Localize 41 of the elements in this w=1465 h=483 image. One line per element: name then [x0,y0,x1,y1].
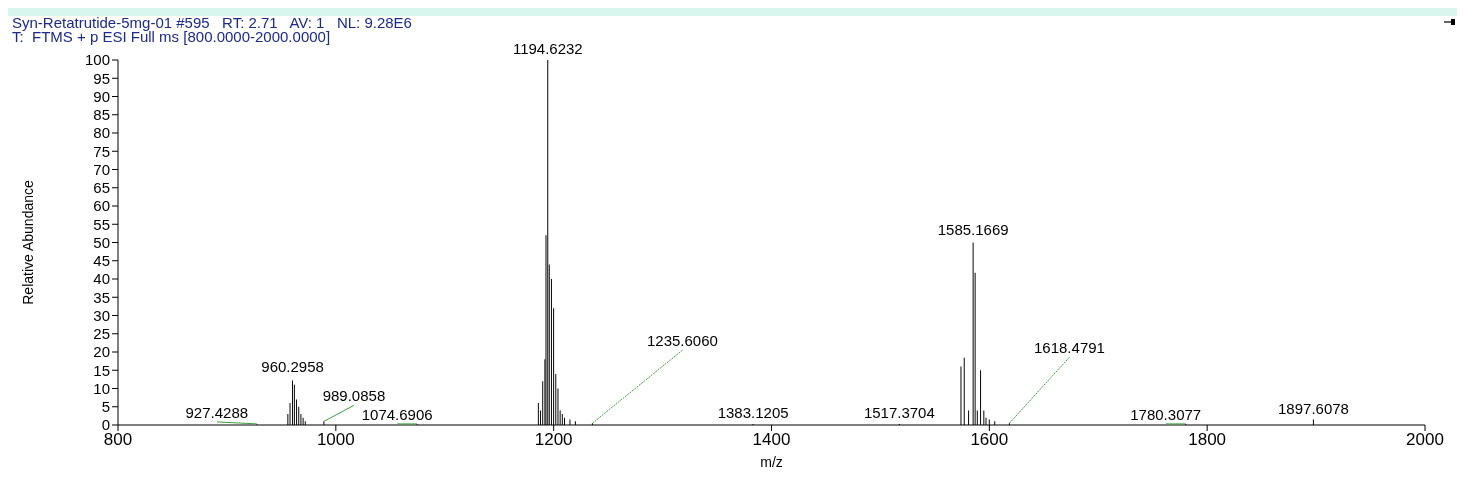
annotation: 927.4288 [185,403,249,421]
annotation: 960.2958 [261,358,324,376]
y-tick-label: 55 [93,215,110,233]
y-tick-label: 10 [93,379,110,397]
annotation: 1194.6232 [512,40,583,57]
y-tick-label: 15 [93,361,110,379]
y-tick-label: 90 [93,87,110,105]
annotation: 1074.6906 [361,405,433,423]
annotation: 1585.1669 [937,220,1009,238]
annotation: 1235.6060 [646,332,718,350]
y-tick-label: 5 [101,398,110,416]
x-tick-label: 1400 [752,430,791,450]
y-tick-label: 30 [93,306,110,324]
chart-title: Syn-Retatrutide-5mg-01 #595 RT: 2.71 AV: 1 NL: 9.28E6 [12,14,412,31]
x-tick-label: 1800 [1188,430,1227,450]
x-tick-label: 2000 [1406,430,1444,450]
annotation: 1517.3704 [863,403,935,421]
y-tick-label: 70 [93,160,110,178]
annotation: 1780.3077 [1130,405,1202,423]
annotation: 1618.4791 [1034,339,1105,357]
y-tick-label: 40 [93,270,110,288]
y-axis-title: Relative Abundance [19,180,36,305]
y-tick-label: 75 [93,142,110,160]
x-tick-label: 1000 [316,430,355,450]
annotation: 1897.6078 [1278,399,1349,417]
y-tick-label: 65 [93,179,110,197]
y-tick-label: 35 [93,288,110,306]
y-tick-label: 100 [84,51,110,69]
x-tick-label: 1200 [534,430,573,450]
annotation: 1383.1205 [717,403,789,421]
y-tick-label: 80 [93,124,110,142]
y-tick-label: 25 [93,325,110,343]
x-tick-label: 1600 [970,430,1009,450]
x-axis-title: m/z [760,454,783,470]
y-tick-label: 60 [93,197,110,215]
annotation: 989.0858 [322,387,386,405]
y-tick-label: 95 [93,69,110,87]
y-tick-label: 50 [93,233,110,251]
y-tick-label: 20 [93,343,110,361]
y-tick-label: 45 [93,252,110,270]
y-tick-label: 85 [93,106,110,124]
